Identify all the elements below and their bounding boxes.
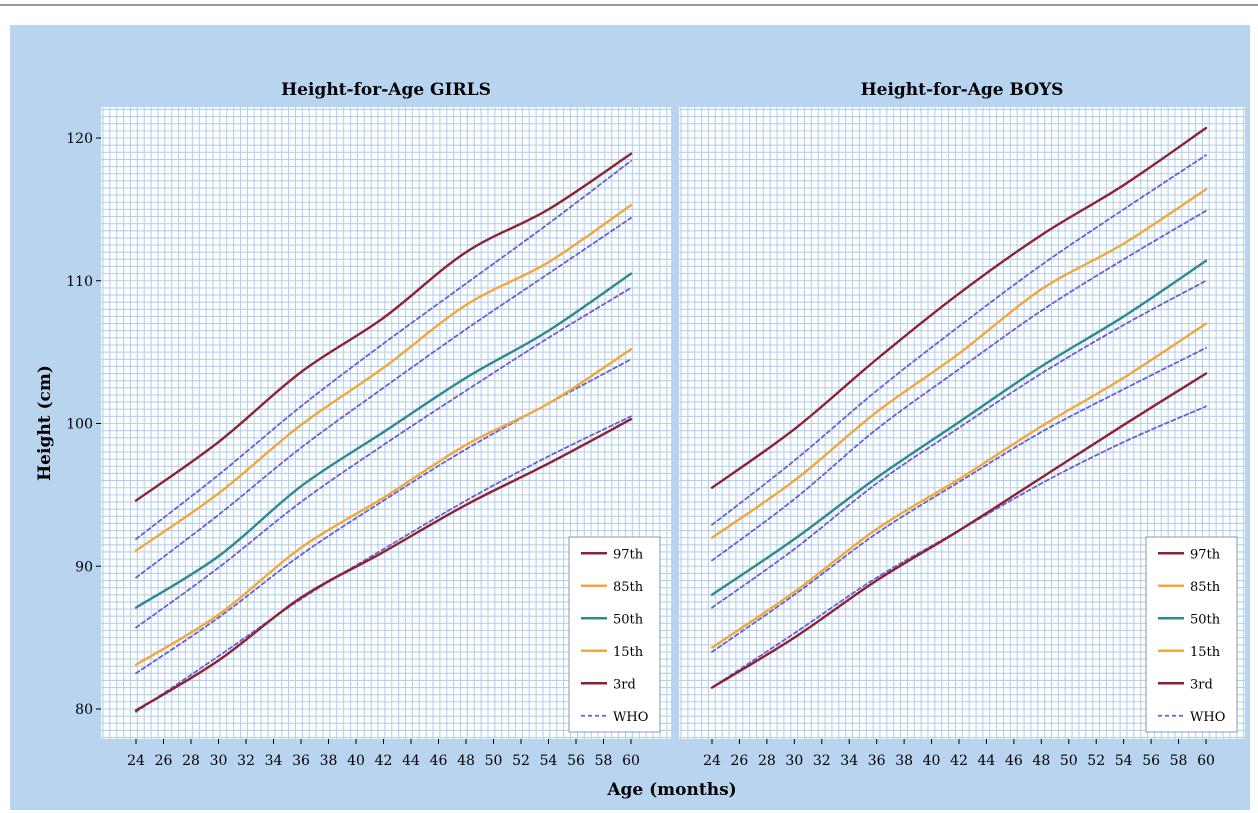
- x-tick-label: 60: [622, 753, 640, 769]
- legend-label: 50th: [613, 612, 644, 627]
- legend-label: 15th: [613, 645, 644, 660]
- legend-label: 50th: [1190, 612, 1221, 627]
- x-tick-label: 30: [210, 753, 228, 769]
- boys-panel: 24 26 28 30 32 34 36 38 40 42 44 46 48 50 52 54 56 58 60 97…: [679, 107, 1245, 769]
- x-tick-label: 54: [1115, 753, 1133, 769]
- x-tick-label: 44: [402, 753, 420, 769]
- series-line-who-percentile: [711, 279, 1207, 609]
- legend-box: [1145, 536, 1238, 733]
- girls-panel: 24 26 28 30 32 34 36 38 40 42 44 46 48 50 52 54 56 58 60 80…: [66, 107, 671, 769]
- x-tick-label: 26: [155, 753, 173, 769]
- x-tick-label: 34: [265, 753, 283, 769]
- legend-label: WHO: [613, 710, 648, 725]
- legend-label: 15th: [1190, 645, 1221, 660]
- x-tick-label: 46: [1005, 753, 1023, 769]
- x-tick-label: 58: [1170, 753, 1188, 769]
- legend-boys: 97th 85th 50th 15th 3rd WHO: [1145, 536, 1238, 733]
- x-tick-label: 54: [540, 753, 558, 769]
- x-tick-label: 34: [840, 753, 858, 769]
- x-tick-label: 32: [237, 753, 255, 769]
- x-tick-label: 38: [320, 753, 338, 769]
- series-line-97th: [710, 126, 1208, 489]
- y-tick-label: 90: [75, 559, 93, 575]
- x-axis-girls: 24 26 28 30 32 34 36 38 40 42 44 46 48 50 52 54 56 58 60: [127, 739, 640, 769]
- series-line-who-percentile: [135, 415, 632, 713]
- legend-girls: 97th 85th 50th 15th 3rd WHO: [568, 536, 661, 733]
- legend-label: 97th: [613, 547, 644, 562]
- y-tick-label: 100: [66, 417, 93, 433]
- series-line-who: [711, 154, 1207, 526]
- x-tick-label: 58: [595, 753, 613, 769]
- series-line-85th: [710, 188, 1208, 539]
- x-tick-label: 28: [758, 753, 776, 769]
- series-line-15th: [134, 348, 633, 666]
- y-tick-label: 80: [75, 702, 93, 718]
- x-tick-label: 32: [813, 753, 831, 769]
- x-tick-label: 56: [567, 753, 585, 769]
- series-line-who-percentile: [135, 217, 632, 579]
- legend-label: 3rd: [1190, 677, 1213, 692]
- series-lines-girls: [134, 152, 633, 713]
- x-tick-label: 24: [703, 753, 721, 769]
- x-axis-label: Age (months): [606, 780, 736, 800]
- series-line-50th: [134, 272, 633, 609]
- series-line-3rd: [134, 418, 633, 712]
- series-lines-boys: [710, 126, 1208, 689]
- x-tick-label: 60: [1197, 753, 1215, 769]
- series-line-who-percentile: [135, 286, 632, 629]
- series-line-97th: [134, 152, 633, 502]
- legend-label: WHO: [1190, 710, 1225, 725]
- legend-label: 85th: [613, 580, 644, 595]
- panel-title-boys: Height-for-Age BOYS: [861, 80, 1064, 100]
- grid-boys: [679, 107, 1245, 739]
- x-tick-label: 38: [895, 753, 913, 769]
- series-line-who-percentile: [711, 405, 1207, 689]
- x-tick-label: 52: [512, 753, 530, 769]
- legend-label: 85th: [1190, 580, 1221, 595]
- series-line-15th: [710, 322, 1208, 649]
- x-tick-label: 42: [950, 753, 968, 769]
- x-tick-label: 28: [182, 753, 200, 769]
- x-tick-label: 48: [457, 753, 475, 769]
- x-tick-label: 30: [785, 753, 803, 769]
- series-line-85th: [134, 203, 633, 552]
- x-tick-label: 40: [923, 753, 941, 769]
- x-tick-label: 50: [485, 753, 503, 769]
- x-tick-label: 52: [1087, 753, 1105, 769]
- x-tick-label: 56: [1142, 753, 1160, 769]
- legend-label: 3rd: [613, 677, 636, 692]
- legend-label: 97th: [1190, 547, 1221, 562]
- x-tick-label: 44: [978, 753, 996, 769]
- x-tick-label: 36: [292, 753, 310, 769]
- x-axis-boys: 24 26 28 30 32 34 36 38 40 42 44 46 48 50 52 54 56 58 60: [703, 739, 1215, 769]
- legend-box: [568, 536, 661, 733]
- y-tick-label: 120: [66, 131, 93, 147]
- series-line-who-percentile: [711, 209, 1207, 562]
- y-axis-girls: 80 90 100 110 120: [66, 131, 101, 718]
- x-tick-label: 48: [1032, 753, 1050, 769]
- x-tick-label: 26: [731, 753, 749, 769]
- x-tick-label: 42: [375, 753, 393, 769]
- series-line-who: [135, 159, 632, 541]
- x-tick-label: 24: [127, 753, 145, 769]
- panel-title-girls: Height-for-Age GIRLS: [281, 80, 491, 100]
- x-tick-label: 40: [347, 753, 365, 769]
- grid-girls: [101, 107, 671, 739]
- x-tick-label: 50: [1060, 753, 1078, 769]
- series-line-50th: [710, 259, 1208, 596]
- series-line-3rd: [710, 372, 1208, 689]
- x-tick-label: 46: [430, 753, 448, 769]
- series-line-who-percentile: [711, 346, 1207, 653]
- y-tick-label: 110: [66, 274, 93, 290]
- x-tick-label: 36: [868, 753, 886, 769]
- y-axis-label: Height (cm): [35, 365, 55, 481]
